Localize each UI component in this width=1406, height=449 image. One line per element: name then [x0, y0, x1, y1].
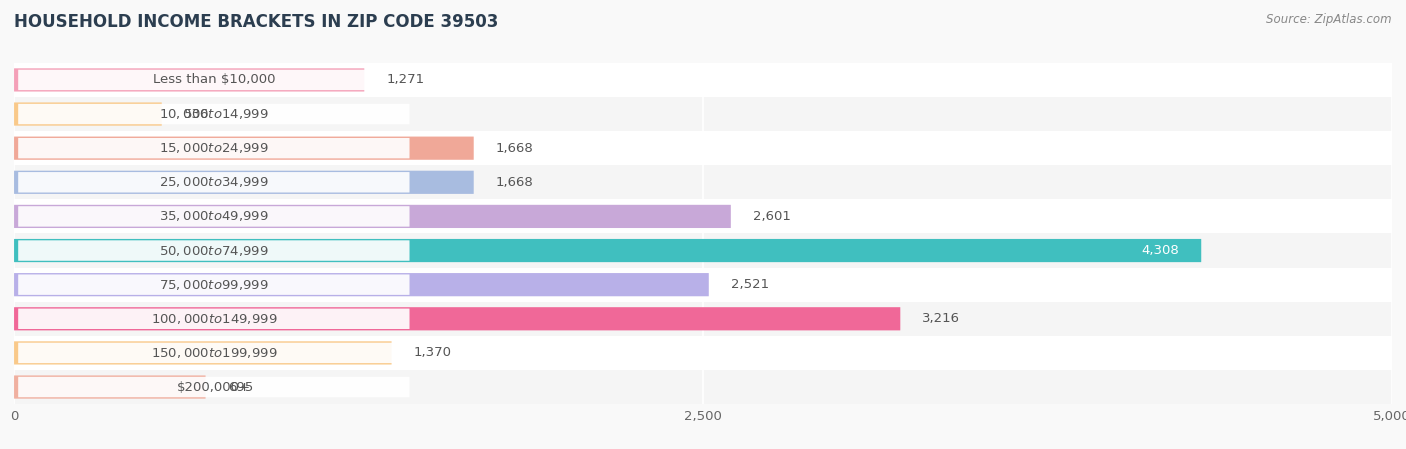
- FancyBboxPatch shape: [18, 172, 409, 193]
- FancyBboxPatch shape: [18, 206, 409, 227]
- Text: 1,271: 1,271: [387, 74, 425, 86]
- FancyBboxPatch shape: [14, 307, 900, 330]
- FancyBboxPatch shape: [14, 68, 364, 92]
- Text: 1,370: 1,370: [413, 347, 451, 359]
- FancyBboxPatch shape: [18, 104, 409, 124]
- FancyBboxPatch shape: [18, 308, 409, 329]
- Text: $35,000 to $49,999: $35,000 to $49,999: [159, 209, 269, 224]
- Text: $150,000 to $199,999: $150,000 to $199,999: [150, 346, 277, 360]
- Bar: [14, 336, 1392, 370]
- Text: 4,308: 4,308: [1142, 244, 1180, 257]
- FancyBboxPatch shape: [14, 341, 392, 365]
- FancyBboxPatch shape: [18, 70, 409, 90]
- Text: 3,216: 3,216: [922, 313, 960, 325]
- Bar: [14, 302, 1392, 336]
- Text: $15,000 to $24,999: $15,000 to $24,999: [159, 141, 269, 155]
- Bar: [14, 370, 1392, 404]
- Bar: [14, 97, 1392, 131]
- FancyBboxPatch shape: [14, 171, 474, 194]
- FancyBboxPatch shape: [14, 136, 474, 160]
- Text: 2,601: 2,601: [752, 210, 790, 223]
- Text: 536: 536: [184, 108, 209, 120]
- FancyBboxPatch shape: [14, 273, 709, 296]
- FancyBboxPatch shape: [18, 377, 409, 397]
- Text: $10,000 to $14,999: $10,000 to $14,999: [159, 107, 269, 121]
- Bar: [14, 268, 1392, 302]
- Text: $75,000 to $99,999: $75,000 to $99,999: [159, 277, 269, 292]
- Text: $50,000 to $74,999: $50,000 to $74,999: [159, 243, 269, 258]
- Text: $200,000+: $200,000+: [177, 381, 250, 393]
- Bar: [14, 233, 1392, 268]
- FancyBboxPatch shape: [14, 375, 205, 399]
- Bar: [14, 63, 1392, 97]
- FancyBboxPatch shape: [18, 343, 409, 363]
- Text: 1,668: 1,668: [496, 142, 533, 154]
- FancyBboxPatch shape: [14, 239, 1201, 262]
- FancyBboxPatch shape: [18, 240, 409, 261]
- Bar: [14, 131, 1392, 165]
- FancyBboxPatch shape: [14, 102, 162, 126]
- Text: Less than $10,000: Less than $10,000: [153, 74, 276, 86]
- Text: $100,000 to $149,999: $100,000 to $149,999: [150, 312, 277, 326]
- Text: $25,000 to $34,999: $25,000 to $34,999: [159, 175, 269, 189]
- Text: 695: 695: [228, 381, 253, 393]
- Bar: [14, 199, 1392, 233]
- FancyBboxPatch shape: [18, 138, 409, 158]
- Bar: [14, 165, 1392, 199]
- Text: 2,521: 2,521: [731, 278, 769, 291]
- Text: HOUSEHOLD INCOME BRACKETS IN ZIP CODE 39503: HOUSEHOLD INCOME BRACKETS IN ZIP CODE 39…: [14, 13, 499, 31]
- Text: 1,668: 1,668: [496, 176, 533, 189]
- FancyBboxPatch shape: [18, 274, 409, 295]
- FancyBboxPatch shape: [14, 205, 731, 228]
- Text: Source: ZipAtlas.com: Source: ZipAtlas.com: [1267, 13, 1392, 26]
